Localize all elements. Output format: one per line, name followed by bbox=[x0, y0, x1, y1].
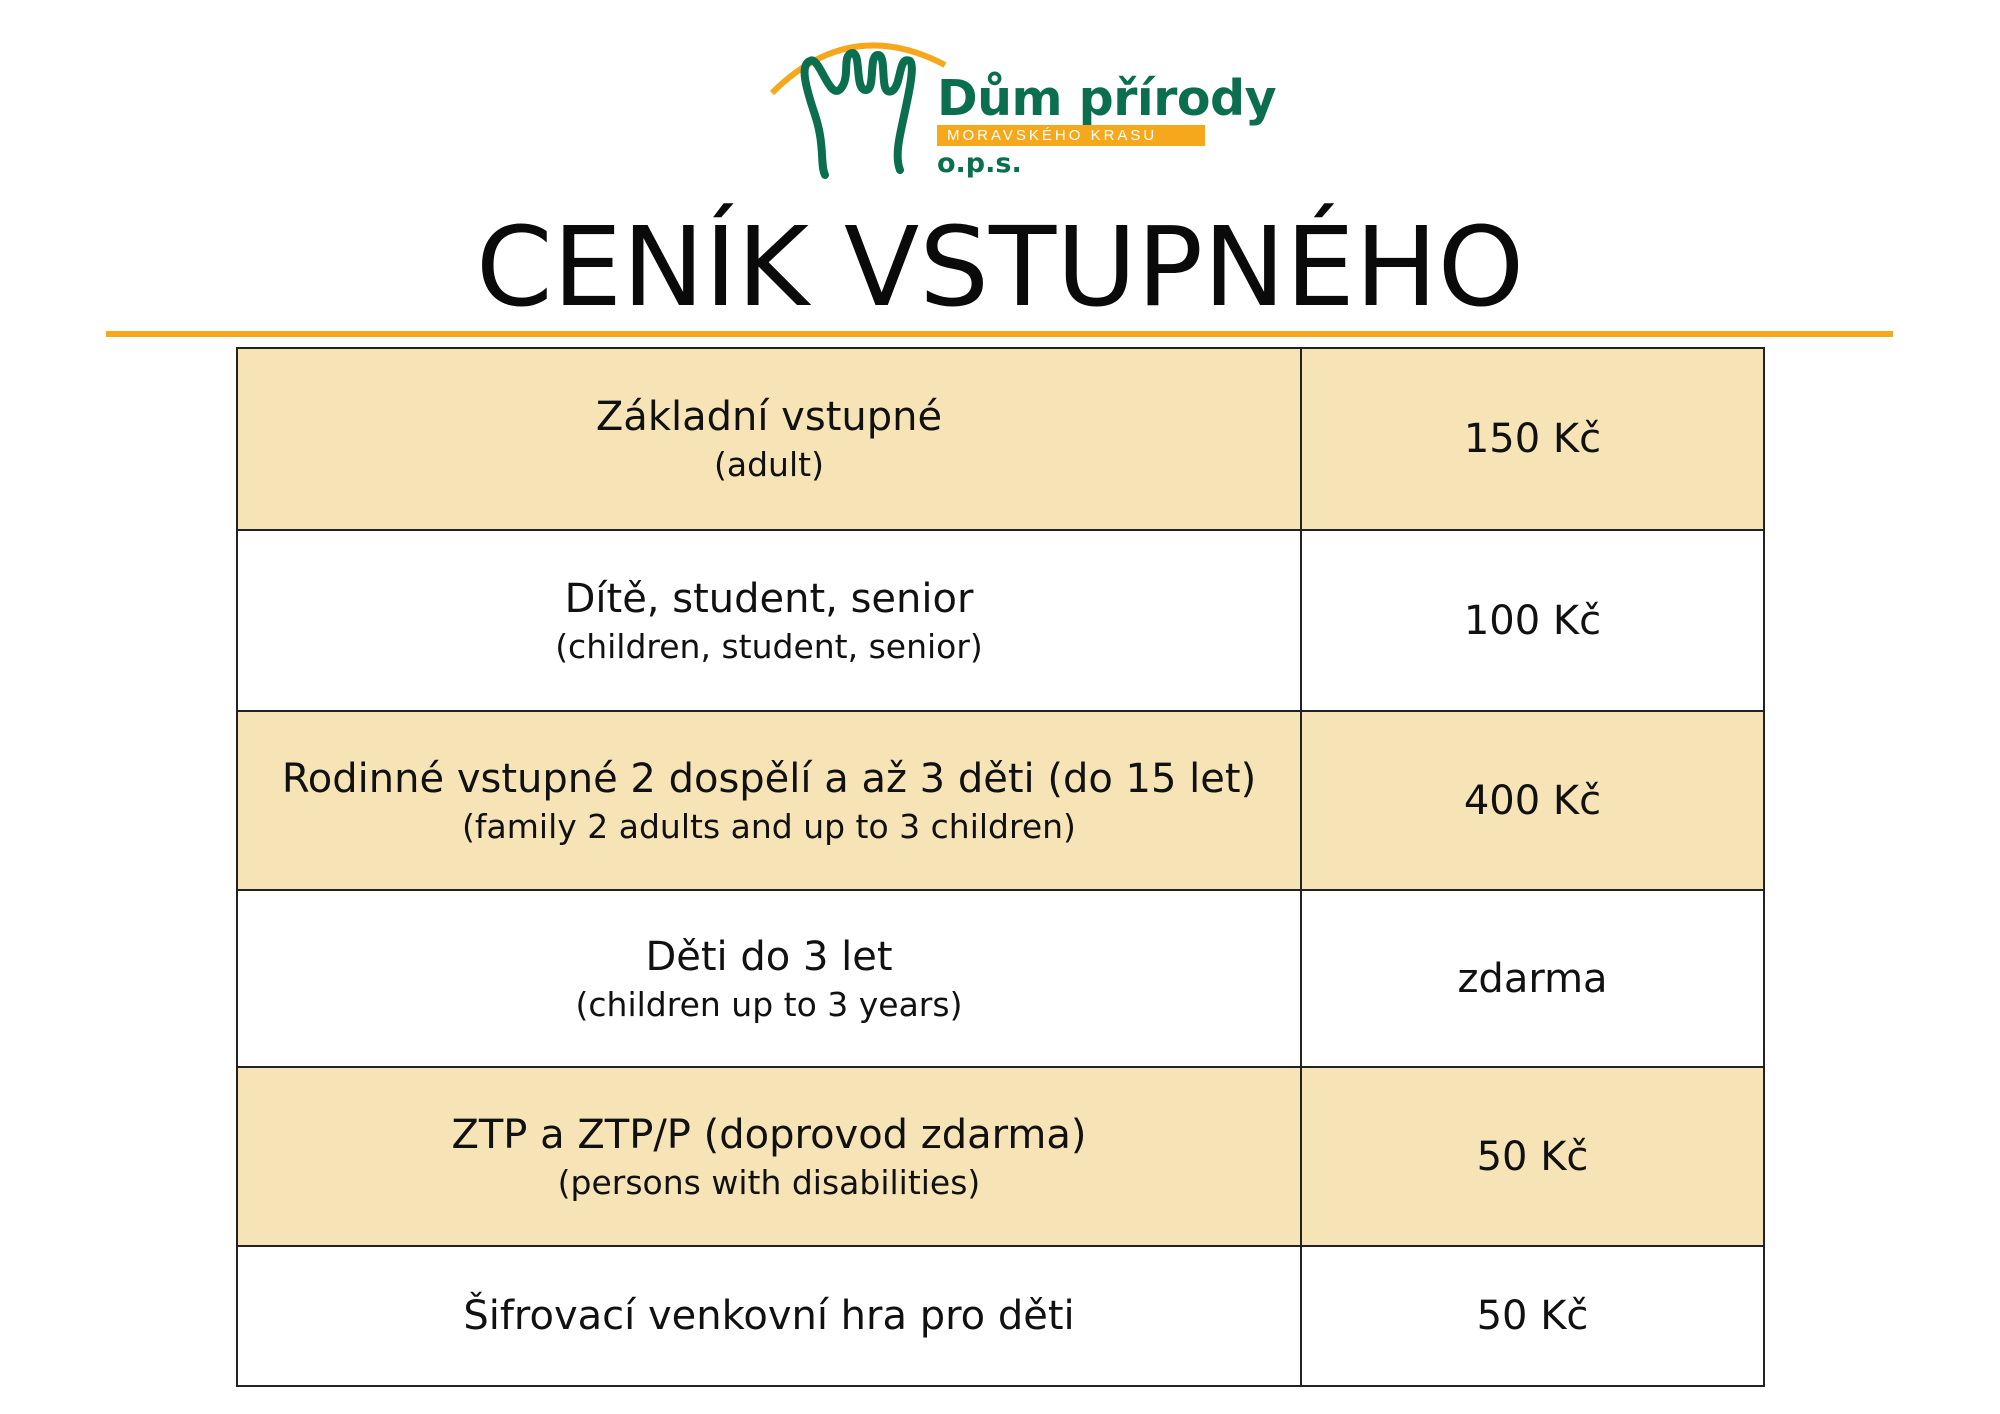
row-description: Rodinné vstupné 2 dospělí a až 3 děti (d… bbox=[236, 710, 1302, 891]
row-price: 400 Kč bbox=[1300, 710, 1765, 891]
row-description: Šifrovací venkovní hra pro děti bbox=[236, 1245, 1302, 1387]
row-label: Dítě, student, senior bbox=[564, 575, 974, 622]
row-price: 50 Kč bbox=[1300, 1245, 1765, 1387]
row-label: Děti do 3 let bbox=[645, 933, 893, 980]
row-sublabel: (persons with disabilities) bbox=[557, 1162, 981, 1202]
table-row: Rodinné vstupné 2 dospělí a až 3 děti (d… bbox=[236, 710, 1765, 891]
table-row: Základní vstupné (adult) 150 Kč bbox=[236, 347, 1765, 531]
hand-logo-icon bbox=[770, 42, 947, 179]
row-price: 100 Kč bbox=[1300, 529, 1765, 712]
row-price: 150 Kč bbox=[1300, 347, 1765, 531]
table-row: Děti do 3 let (children up to 3 years) z… bbox=[236, 889, 1765, 1068]
logo-suffix: o.p.s. bbox=[937, 148, 1022, 179]
row-sublabel: (family 2 adults and up to 3 children) bbox=[462, 806, 1076, 846]
table-row: ZTP a ZTP/P (doprovod zdarma) (persons w… bbox=[236, 1066, 1765, 1247]
row-description: Dítě, student, senior (children, student… bbox=[236, 529, 1302, 712]
row-description: Děti do 3 let (children up to 3 years) bbox=[236, 889, 1302, 1068]
row-price: 50 Kč bbox=[1300, 1066, 1765, 1247]
row-label: Základní vstupné bbox=[595, 394, 943, 440]
logo-subtitle: MORAVSKÉHO KRASU bbox=[937, 125, 1205, 146]
row-sublabel: (children up to 3 years) bbox=[575, 984, 963, 1024]
row-description: ZTP a ZTP/P (doprovod zdarma) (persons w… bbox=[236, 1066, 1302, 1247]
price-table: Základní vstupné (adult) 150 Kč Dítě, st… bbox=[236, 347, 1765, 1387]
title-divider bbox=[106, 331, 1893, 337]
row-label: Šifrovací venkovní hra pro děti bbox=[463, 1293, 1075, 1339]
page-title: CENÍK VSTUPNÉHO bbox=[475, 203, 1525, 331]
table-row: Šifrovací venkovní hra pro děti 50 Kč bbox=[236, 1245, 1765, 1387]
row-label: ZTP a ZTP/P (doprovod zdarma) bbox=[451, 1111, 1087, 1158]
row-sublabel: (children, student, senior) bbox=[555, 626, 983, 666]
row-sublabel: (adult) bbox=[714, 445, 824, 484]
row-description: Základní vstupné (adult) bbox=[236, 347, 1302, 531]
table-row: Dítě, student, senior (children, student… bbox=[236, 529, 1765, 712]
logo-name: Dům přírody bbox=[937, 70, 1277, 127]
row-label: Rodinné vstupné 2 dospělí a až 3 děti (d… bbox=[281, 755, 1257, 802]
row-price: zdarma bbox=[1300, 889, 1765, 1068]
